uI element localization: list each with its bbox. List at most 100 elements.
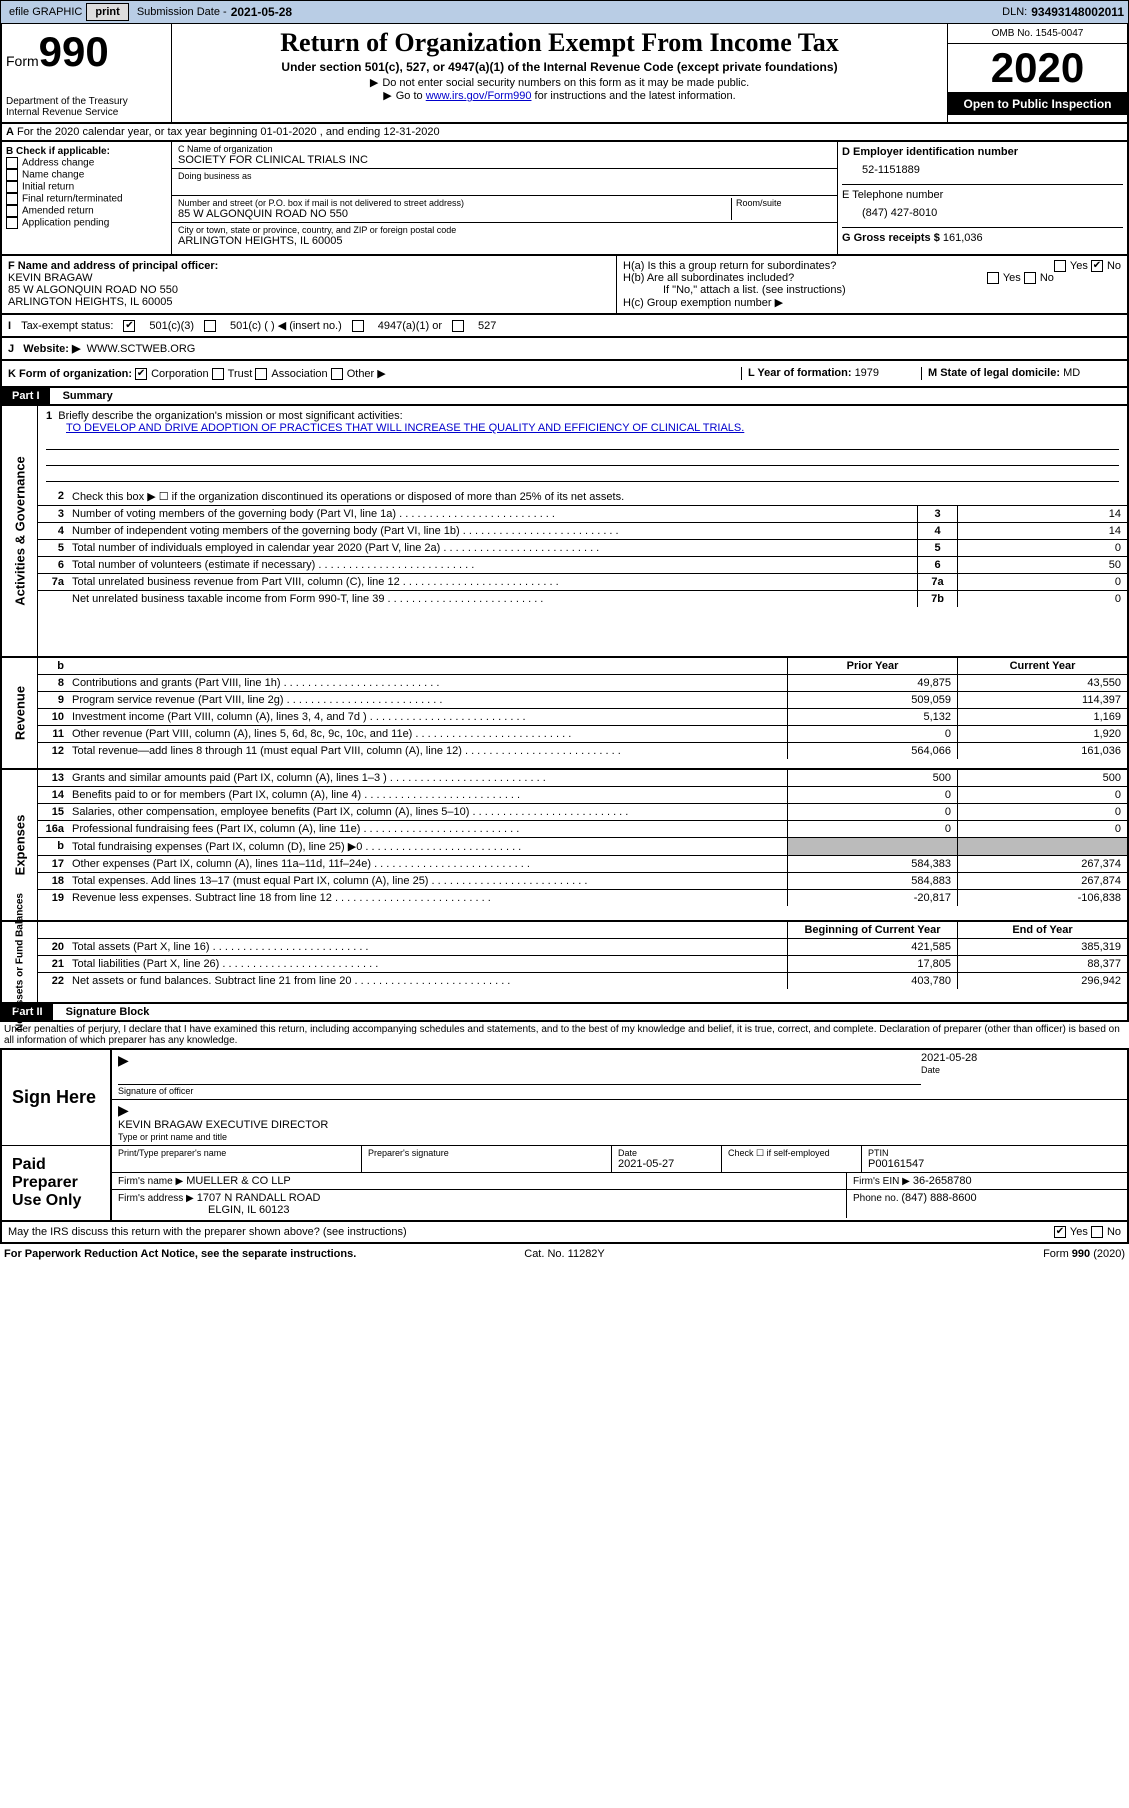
footer-mid: Cat. No. 11282Y — [378, 1248, 752, 1260]
summary-line: Net unrelated business taxable income fr… — [38, 591, 1127, 607]
check-self: Check ☐ if self-employed — [722, 1146, 862, 1172]
state-domicile: MD — [1063, 367, 1080, 379]
omb-number: OMB No. 1545-0047 — [948, 24, 1127, 44]
chk-other[interactable] — [331, 368, 343, 380]
dln-label: DLN: — [1002, 6, 1027, 18]
officer-addr2: ARLINGTON HEIGHTS, IL 60005 — [8, 296, 172, 308]
row-website: J Website: ▶ WWW.SCTWEB.ORG — [0, 338, 1129, 361]
summary-line: 18Total expenses. Add lines 13–17 (must … — [38, 873, 1127, 890]
check-b-item[interactable]: Amended return — [6, 205, 167, 217]
vtab-revenue: Revenue — [12, 686, 27, 740]
chk-assoc[interactable] — [255, 368, 267, 380]
hc-label: H(c) Group exemption number ▶ — [623, 296, 1121, 309]
summary-line: 4Number of independent voting members of… — [38, 523, 1127, 540]
sign-here-label: Sign Here — [2, 1050, 112, 1145]
chk-trust[interactable] — [212, 368, 224, 380]
chk-discuss-no[interactable] — [1091, 1226, 1103, 1238]
dba-label: Doing business as — [178, 171, 831, 181]
summary-line: 10Investment income (Part VIII, column (… — [38, 709, 1127, 726]
check-b-item[interactable]: Initial return — [6, 181, 167, 193]
prep-sig-label: Preparer's signature — [368, 1148, 605, 1158]
discuss-row: May the IRS discuss this return with the… — [0, 1222, 1129, 1244]
firm-phone: (847) 888-8600 — [901, 1192, 976, 1204]
firm-ein: 36-2658780 — [913, 1175, 972, 1187]
firm-addr2: ELGIN, IL 60123 — [208, 1204, 290, 1216]
check-b-column: B Check if applicable: Address changeNam… — [2, 142, 172, 254]
row-fh: F Name and address of principal officer:… — [0, 256, 1129, 315]
chk-501c3[interactable] — [123, 320, 135, 332]
vtab-netassets: Net Assets or Fund Balances — [14, 893, 25, 1031]
summary-line: 9Program service revenue (Part VIII, lin… — [38, 692, 1127, 709]
org-name-label: C Name of organization — [178, 144, 831, 154]
row-tax-exempt: I Tax-exempt status: 501(c)(3) 501(c) ( … — [0, 315, 1129, 338]
irs-link[interactable]: www.irs.gov/Form990 — [426, 90, 532, 102]
city-label: City or town, state or province, country… — [178, 225, 831, 235]
summary-line: 3Number of voting members of the governi… — [38, 506, 1127, 523]
mission-text: TO DEVELOP AND DRIVE ADOPTION OF PRACTIC… — [66, 422, 744, 434]
open-inspection: Open to Public Inspection — [948, 93, 1127, 115]
gross-label: G Gross receipts $ — [842, 232, 943, 244]
col-begin-year: Beginning of Current Year — [787, 922, 957, 938]
org-name: SOCIETY FOR CLINICAL TRIALS INC — [178, 154, 831, 166]
summary-line: 11Other revenue (Part VIII, column (A), … — [38, 726, 1127, 743]
instr-ssn: Do not enter social security numbers on … — [176, 76, 943, 89]
form-label: Form — [6, 53, 39, 69]
vtab-governance: Activities & Governance — [12, 456, 27, 606]
form-subtitle: Under section 501(c), 527, or 4947(a)(1)… — [176, 60, 943, 74]
summary-line: 22Net assets or fund balances. Subtract … — [38, 973, 1127, 989]
paid-preparer-label: Paid Preparer Use Only — [2, 1146, 112, 1220]
chk-corp[interactable] — [135, 368, 147, 380]
dept-label: Department of the Treasury — [6, 96, 167, 107]
print-button[interactable]: print — [86, 3, 128, 21]
org-address: 85 W ALGONQUIN ROAD NO 550 — [178, 208, 731, 220]
summary-line: 5Total number of individuals employed in… — [38, 540, 1127, 557]
phone-value: (847) 427-8010 — [842, 207, 1123, 219]
officer-name: KEVIN BRAGAW — [8, 272, 93, 284]
efile-label: efile GRAPHIC — [9, 6, 82, 18]
summary-line: bTotal fundraising expenses (Part IX, co… — [38, 838, 1127, 856]
summary-line: 17Other expenses (Part IX, column (A), l… — [38, 856, 1127, 873]
part2-title: Signature Block — [56, 1006, 150, 1018]
sig-date-label: Date — [921, 1065, 940, 1075]
part1-title: Summary — [53, 390, 113, 402]
summary-line: 20Total assets (Part X, line 16) 421,585… — [38, 939, 1127, 956]
chk-501c[interactable] — [204, 320, 216, 332]
website-value: WWW.SCTWEB.ORG — [87, 343, 196, 355]
summary-line: 8Contributions and grants (Part VIII, li… — [38, 675, 1127, 692]
section-identity: B Check if applicable: Address changeNam… — [0, 142, 1129, 256]
line2: Check this box ▶ ☐ if the organization d… — [68, 488, 1127, 505]
chk-527[interactable] — [452, 320, 464, 332]
tax-year: 2020 — [948, 44, 1127, 93]
summary-line: 15Salaries, other compensation, employee… — [38, 804, 1127, 821]
summary-line: 19Revenue less expenses. Subtract line 1… — [38, 890, 1127, 906]
phone-label: E Telephone number — [842, 184, 1123, 201]
summary-line: 7aTotal unrelated business revenue from … — [38, 574, 1127, 591]
prep-date-label: Date — [618, 1148, 715, 1158]
hb-label: H(b) Are all subordinates included? — [623, 272, 794, 284]
check-b-item[interactable]: Final return/terminated — [6, 193, 167, 205]
addr-label: Number and street (or P.O. box if mail i… — [178, 198, 731, 208]
firm-name: MUELLER & CO LLP — [186, 1175, 291, 1187]
summary-line: 13Grants and similar amounts paid (Part … — [38, 770, 1127, 787]
form-header: Form990 Department of the Treasury Inter… — [0, 24, 1129, 124]
summary-line: 16aProfessional fundraising fees (Part I… — [38, 821, 1127, 838]
chk-discuss-yes[interactable] — [1054, 1226, 1066, 1238]
declaration-text: Under penalties of perjury, I declare th… — [0, 1022, 1129, 1048]
col-current-year: Current Year — [957, 658, 1127, 674]
prep-date: 2021-05-27 — [618, 1158, 715, 1170]
prep-name-label: Print/Type preparer's name — [118, 1148, 355, 1158]
check-b-item[interactable]: Application pending — [6, 217, 167, 229]
type-name-label: Type or print name and title — [118, 1132, 227, 1142]
summary-line: 14Benefits paid to or for members (Part … — [38, 787, 1127, 804]
col-end-year: End of Year — [957, 922, 1127, 938]
summary-line: 21Total liabilities (Part X, line 26) 17… — [38, 956, 1127, 973]
check-b-item[interactable]: Name change — [6, 169, 167, 181]
row-a: A For the 2020 calendar year, or tax yea… — [0, 124, 1129, 142]
topbar: efile GRAPHIC print Submission Date - 20… — [0, 0, 1129, 24]
check-b-item[interactable]: Address change — [6, 157, 167, 169]
chk-4947[interactable] — [352, 320, 364, 332]
ha-label: H(a) Is this a group return for subordin… — [623, 260, 836, 272]
officer-label: F Name and address of principal officer: — [8, 260, 218, 272]
part2-header: Part II — [2, 1004, 53, 1020]
instr-goto: Go to www.irs.gov/Form990 for instructio… — [176, 89, 943, 102]
